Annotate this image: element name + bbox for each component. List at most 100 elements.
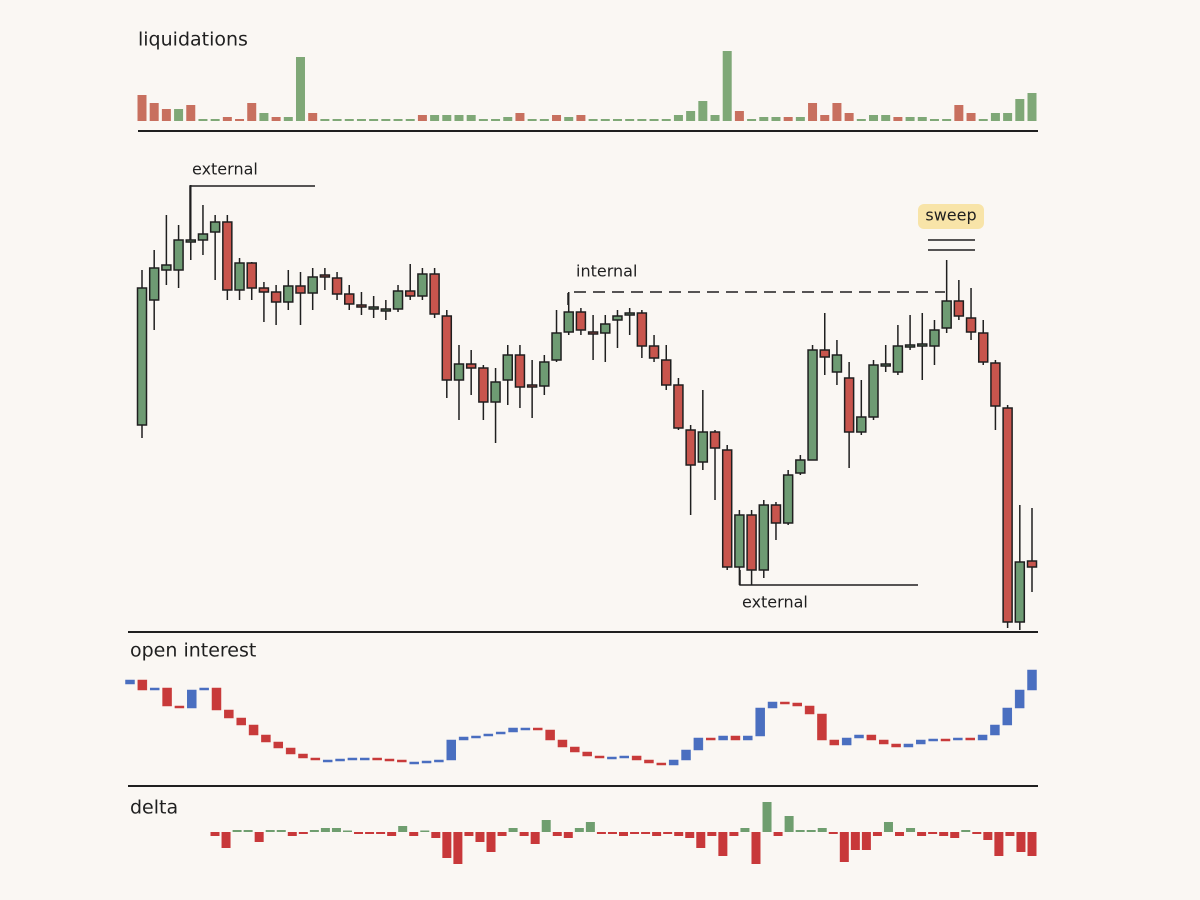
candle-body (319, 274, 331, 278)
bar (893, 117, 903, 121)
bar (398, 826, 408, 832)
candle-body (539, 361, 550, 387)
bar (929, 119, 939, 121)
candle-body (660, 359, 672, 386)
bar (734, 111, 744, 121)
bar (917, 832, 927, 836)
candle-body (273, 741, 284, 749)
bar (707, 832, 717, 836)
candle-body (224, 709, 234, 719)
bar (454, 115, 464, 121)
candle-body (891, 743, 901, 748)
bar (259, 113, 269, 121)
bar (420, 830, 430, 832)
candle-body (868, 364, 879, 418)
bar (698, 101, 708, 121)
candle-body (990, 362, 1001, 407)
candle-body (563, 311, 574, 333)
candle-body (502, 354, 514, 381)
bar (722, 51, 732, 121)
candle-body (681, 749, 691, 761)
candle-body (792, 702, 802, 707)
bar (817, 828, 827, 832)
bar (442, 115, 452, 121)
bar (625, 119, 635, 121)
bar (905, 117, 915, 121)
candle-body (417, 273, 428, 297)
candle-body (211, 687, 222, 711)
bar (530, 832, 540, 844)
bar (466, 115, 476, 121)
bar (486, 832, 496, 852)
candle-body (380, 308, 392, 312)
bar (795, 117, 805, 121)
bar (883, 822, 893, 832)
candle-body (648, 345, 660, 359)
candle-body (209, 221, 221, 233)
bar (243, 830, 253, 832)
candle-body (807, 349, 818, 461)
bar (137, 95, 147, 121)
candle-body (600, 323, 611, 334)
bar (585, 822, 595, 832)
candle-body (295, 285, 306, 294)
candle-body (234, 262, 245, 291)
candle-body (1014, 561, 1026, 623)
candle-body (587, 331, 599, 335)
bar (1003, 113, 1013, 121)
candle-body (977, 734, 988, 741)
bar (966, 113, 976, 121)
bar (784, 816, 794, 832)
candle-body (705, 737, 716, 741)
bar (198, 119, 208, 121)
highlight (918, 204, 984, 229)
candle-body (270, 291, 282, 303)
bar (729, 832, 739, 836)
candle-body (903, 743, 914, 748)
bar (808, 103, 818, 121)
candle-body (734, 514, 745, 568)
candle-body (478, 367, 489, 403)
bar (265, 830, 275, 832)
bar (405, 119, 415, 121)
bar (491, 119, 501, 121)
candle-body (409, 761, 419, 765)
candle-body (780, 701, 790, 705)
bar (795, 830, 805, 832)
bar (978, 119, 988, 121)
candle-body (441, 315, 453, 381)
candle-body (755, 707, 765, 737)
bar (820, 115, 830, 121)
annotation: internal (576, 262, 637, 281)
bar (387, 832, 397, 836)
bar (574, 828, 584, 832)
bar (917, 117, 927, 121)
candle-body (624, 312, 635, 316)
candle-body (453, 363, 465, 381)
candle-body (162, 687, 172, 707)
candle-body (709, 431, 721, 449)
bar (806, 830, 816, 832)
candle-body (261, 734, 271, 743)
bar (588, 119, 598, 121)
bar (356, 119, 366, 121)
candle-body (298, 753, 308, 759)
candle-body (1014, 689, 1025, 709)
candle-body (161, 264, 172, 271)
candle-body (490, 381, 501, 403)
bar (771, 117, 781, 121)
candle-body (758, 504, 770, 571)
candle-body (514, 354, 526, 388)
candle-body (673, 384, 684, 429)
candle-body (236, 717, 246, 726)
candle-body (149, 687, 160, 691)
candle-body (795, 459, 806, 474)
candle-body (721, 449, 733, 568)
candle-body (347, 757, 358, 761)
candle-body (817, 713, 827, 741)
bar (663, 832, 673, 834)
candle-body (636, 312, 648, 347)
bar (254, 832, 264, 842)
bar (453, 832, 463, 864)
bar (515, 113, 525, 121)
